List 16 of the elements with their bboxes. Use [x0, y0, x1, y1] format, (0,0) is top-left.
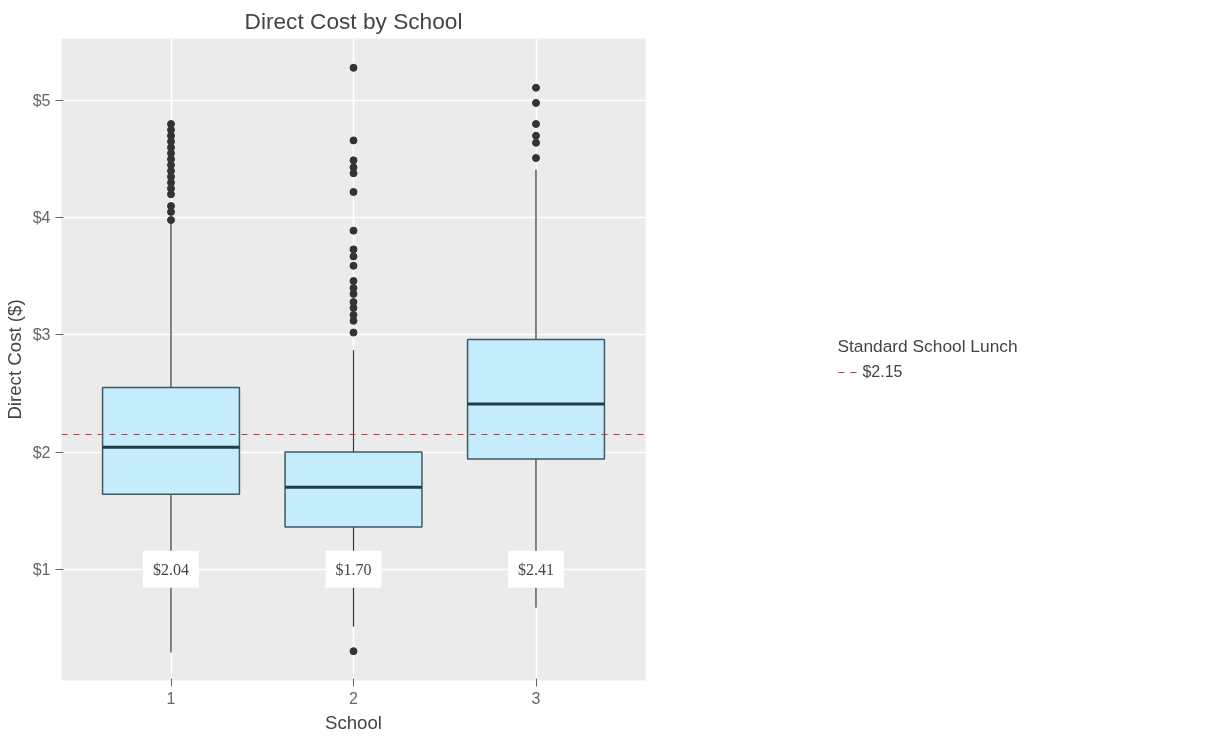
legend-title: Standard School Lunch [837, 336, 1018, 357]
legend-label: $2.15 [862, 363, 903, 381]
x-axis-title: School [324, 711, 383, 733]
x-tick-label: 1 [166, 689, 176, 707]
y-tick-label: $3 [32, 326, 51, 344]
annotation: $2.41 [518, 560, 554, 578]
x-tick-label: 3 [531, 689, 541, 707]
annotation: $1.70 [335, 560, 372, 578]
chart-title: Direct Cost by School [244, 7, 463, 34]
y-tick-label: $1 [32, 560, 51, 578]
y-tick-label: $2 [32, 443, 51, 461]
annotation: $2.04 [153, 560, 189, 578]
y-axis-title: Direct Cost ($) [3, 299, 25, 420]
y-tick-label: $4 [32, 209, 51, 227]
y-tick-label: $5 [32, 92, 51, 110]
x-tick-label: 2 [349, 689, 359, 707]
